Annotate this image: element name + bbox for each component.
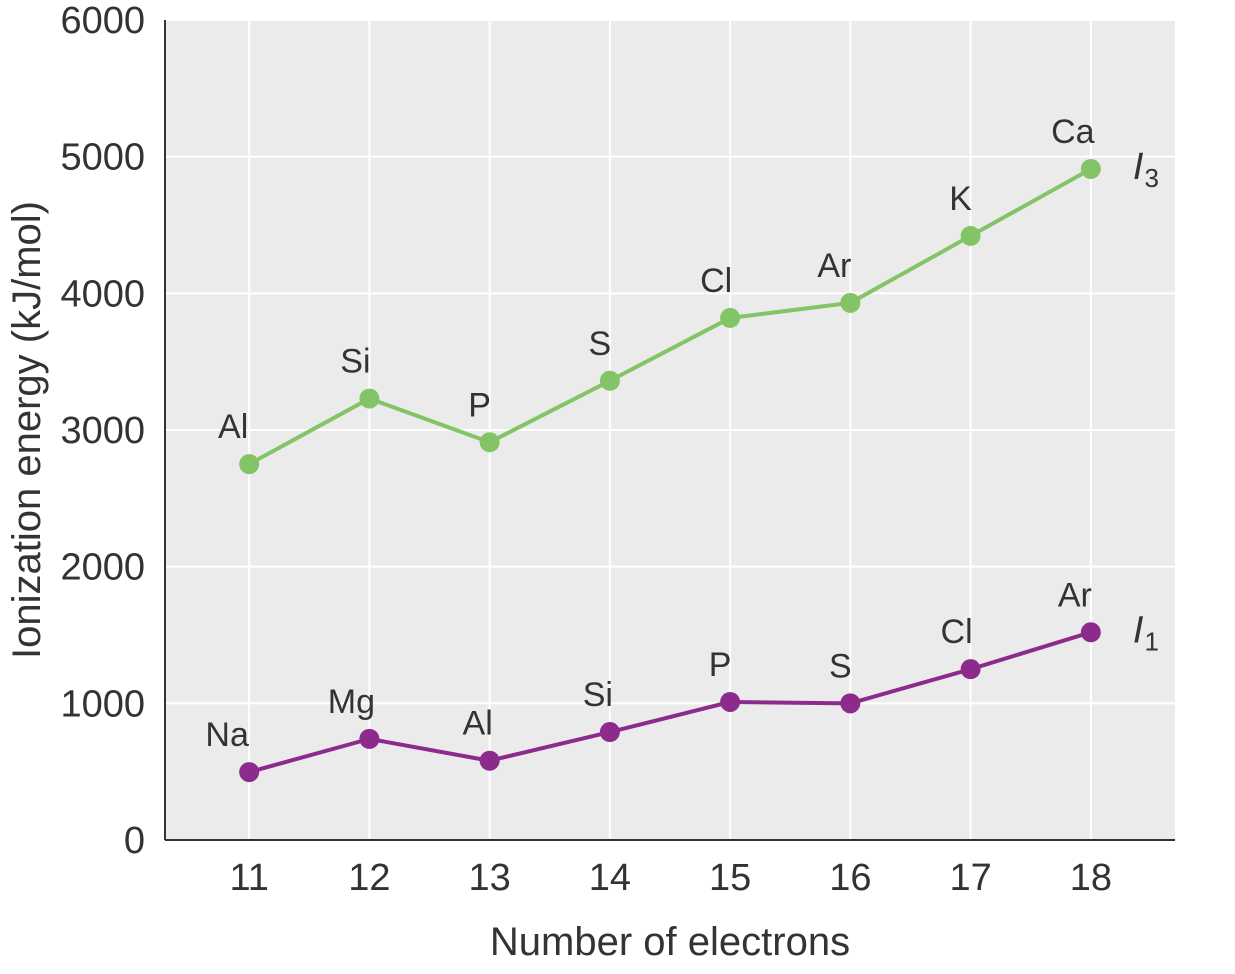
point-label: S [829, 647, 852, 685]
y-tick-label: 2000 [60, 547, 145, 589]
point-label: Si [340, 343, 370, 381]
y-tick-label: 1000 [60, 683, 145, 725]
x-tick-label: 18 [1070, 857, 1112, 899]
data-point [1081, 622, 1101, 642]
data-point [600, 722, 620, 742]
point-label: S [589, 325, 612, 363]
point-label: Si [583, 676, 613, 714]
point-label: Ca [1051, 113, 1095, 151]
x-axis-title: Number of electrons [490, 920, 850, 964]
point-label: Ar [817, 247, 851, 285]
y-tick-label: 5000 [60, 137, 145, 179]
data-point [840, 693, 860, 713]
point-label: Cl [700, 262, 732, 300]
point-label: Cl [941, 613, 973, 651]
data-point [480, 432, 500, 452]
y-tick-label: 4000 [60, 273, 145, 315]
x-tick-label: 12 [348, 857, 390, 899]
data-point [359, 389, 379, 409]
data-point [239, 454, 259, 474]
point-label: Ar [1058, 576, 1092, 614]
point-label: P [709, 646, 732, 684]
data-point [720, 692, 740, 712]
data-point [359, 729, 379, 749]
x-tick-label: 13 [469, 857, 511, 899]
point-label: Na [205, 716, 249, 754]
point-label: P [468, 386, 491, 424]
data-point [600, 371, 620, 391]
data-point [961, 659, 981, 679]
y-tick-label: 3000 [60, 410, 145, 452]
point-label: Al [463, 705, 493, 743]
point-label: Al [218, 408, 248, 446]
x-tick-label: 17 [949, 857, 991, 899]
x-tick-label: 14 [589, 857, 631, 899]
data-point [239, 762, 259, 782]
y-tick-label: 0 [124, 820, 145, 862]
y-axis-title: Ionization energy (kJ/mol) [5, 201, 49, 659]
point-label: K [949, 180, 972, 218]
chart-container: NaMgAlSiPSClArI1AlSiPSClArKCaI3111213141… [0, 0, 1235, 974]
data-point [840, 293, 860, 313]
ionization-energy-chart: NaMgAlSiPSClArI1AlSiPSClArKCaI3111213141… [0, 0, 1235, 974]
point-label: Mg [328, 683, 375, 721]
x-tick-label: 16 [829, 857, 871, 899]
data-point [720, 308, 740, 328]
data-point [1081, 159, 1101, 179]
x-tick-label: 15 [709, 857, 751, 899]
data-point [961, 226, 981, 246]
data-point [480, 751, 500, 771]
y-tick-label: 6000 [60, 0, 145, 42]
x-tick-label: 11 [229, 857, 268, 899]
